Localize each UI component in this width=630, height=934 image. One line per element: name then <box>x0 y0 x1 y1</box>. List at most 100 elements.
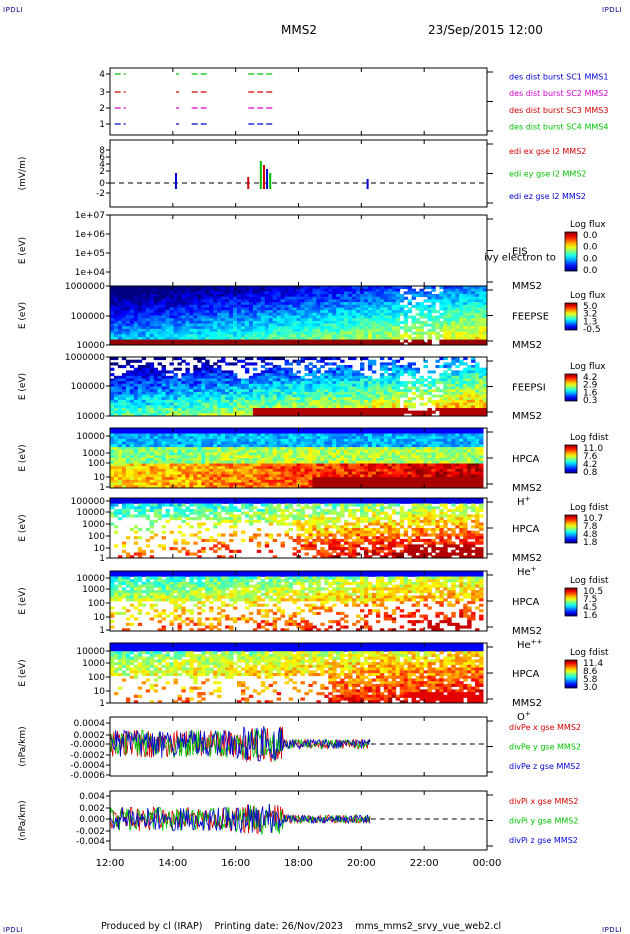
spectrogram-cell <box>280 312 285 316</box>
spectrogram-cell <box>288 373 293 377</box>
spectrogram-cell <box>241 339 246 343</box>
spectrogram-cell <box>241 485 246 489</box>
spectrogram-cell <box>185 378 190 382</box>
spectrogram-cell <box>463 402 468 406</box>
spectrogram-cell <box>455 381 460 385</box>
spectrogram-cell <box>121 458 127 462</box>
spectrogram-cell <box>189 466 194 470</box>
spectrogram-cell <box>252 337 258 341</box>
spectrogram-cell <box>324 326 329 330</box>
spectrogram-cell <box>419 323 424 327</box>
spectrogram-cell <box>276 342 282 346</box>
spectrogram-cell <box>423 323 428 327</box>
spectrogram-cell <box>272 468 278 472</box>
spectrogram-cell <box>114 455 119 459</box>
spectrogram-cell <box>205 288 210 292</box>
spectrogram-cell <box>233 447 238 451</box>
spectrogram-cell <box>137 447 143 451</box>
spectrogram-cell <box>149 479 155 483</box>
spectrogram-cell <box>288 389 293 393</box>
spectrogram-cell <box>475 402 480 406</box>
spectrogram-cell <box>209 399 214 403</box>
spectrogram-cell <box>165 291 170 295</box>
spectrogram-cell <box>387 288 393 292</box>
spectrogram-cell <box>264 378 270 382</box>
spectrogram-cell <box>463 318 468 322</box>
spectrogram-cell <box>463 357 468 361</box>
spectrogram-cell <box>268 438 274 442</box>
spectrogram-cell <box>304 367 309 371</box>
spectrogram-cell <box>125 304 131 308</box>
spectrogram-cell <box>141 441 147 445</box>
spectrogram-cell <box>483 310 488 314</box>
spectrogram-cell <box>296 331 301 335</box>
spectrogram-cell <box>427 328 432 332</box>
spectrogram-cell <box>260 365 266 369</box>
spectrogram-cell <box>459 312 464 316</box>
spectrogram-cell <box>320 408 325 412</box>
spectrogram-cell <box>114 408 119 412</box>
spectrogram-cell <box>189 463 194 467</box>
spectrogram-cell <box>117 365 123 369</box>
spectrogram-cell <box>340 378 345 382</box>
spectrogram-cell <box>169 455 174 459</box>
spectrogram-cell <box>379 286 385 290</box>
spectrogram-cell <box>129 482 135 486</box>
spectrogram-cell <box>173 307 178 311</box>
spectrogram-cell <box>189 399 194 403</box>
spectrogram-cell <box>252 302 258 306</box>
spectrogram-cell <box>241 359 246 363</box>
spectrogram-cell <box>125 318 131 322</box>
spectrogram-cell <box>157 394 162 398</box>
spectrogram-cell <box>348 402 353 406</box>
spectrogram-cell <box>141 474 147 478</box>
spectrogram-cell <box>391 326 397 330</box>
spectrogram-cell <box>161 474 166 478</box>
spectrogram-cell <box>252 304 258 308</box>
spectrogram-cell <box>316 402 321 406</box>
spectrogram-cell <box>169 370 174 374</box>
spectrogram-cell <box>197 402 202 406</box>
spectrogram-cell <box>439 320 444 324</box>
spectrogram-cell <box>383 334 389 338</box>
spectrogram-cell <box>221 315 226 319</box>
spectrogram-cell <box>336 391 341 395</box>
spectrogram-cell <box>117 452 123 456</box>
spectrogram-cell <box>169 378 174 382</box>
spectrogram-cell <box>443 307 448 311</box>
spectrogram-cell <box>193 375 198 379</box>
spectrogram-cell <box>463 320 468 324</box>
spectrogram-cell <box>241 318 246 322</box>
spectrogram-cell <box>332 318 337 322</box>
spectrogram-cell <box>463 326 468 330</box>
spectrogram-cell <box>173 405 178 409</box>
spectrogram-cell <box>415 367 420 371</box>
spectrogram-cell <box>276 460 282 464</box>
spectrogram-cell <box>296 394 301 398</box>
spectrogram-cell <box>114 391 119 395</box>
spectrogram-cell <box>114 452 119 456</box>
spectrogram-cell <box>133 455 139 459</box>
spectrogram-cell <box>391 381 397 385</box>
spectrogram-cell <box>324 399 329 403</box>
spectrogram-cell <box>117 444 123 448</box>
spectrogram-cell <box>280 307 285 311</box>
spectrogram-cell <box>260 460 266 464</box>
spectrogram-cell <box>217 370 222 374</box>
spectrogram-cell <box>114 468 119 472</box>
spectrogram-cell <box>244 389 250 393</box>
spectrogram-cell <box>304 441 309 445</box>
spectrogram-cell <box>256 436 262 440</box>
spectrogram-cell <box>252 328 258 332</box>
spectrogram-cell <box>332 410 337 414</box>
spectrogram-cell <box>304 323 309 327</box>
spectrogram-cell <box>185 294 190 298</box>
y-tick-label: 4 <box>99 160 105 170</box>
spectrogram-cell <box>260 449 266 453</box>
spectrogram-cell <box>229 394 234 398</box>
spectrogram-cell <box>352 307 357 311</box>
spectrogram-cell <box>161 357 166 361</box>
spectrogram-cell <box>241 391 246 395</box>
spectrogram-cell <box>304 378 309 382</box>
spectrogram-cell <box>237 405 242 409</box>
